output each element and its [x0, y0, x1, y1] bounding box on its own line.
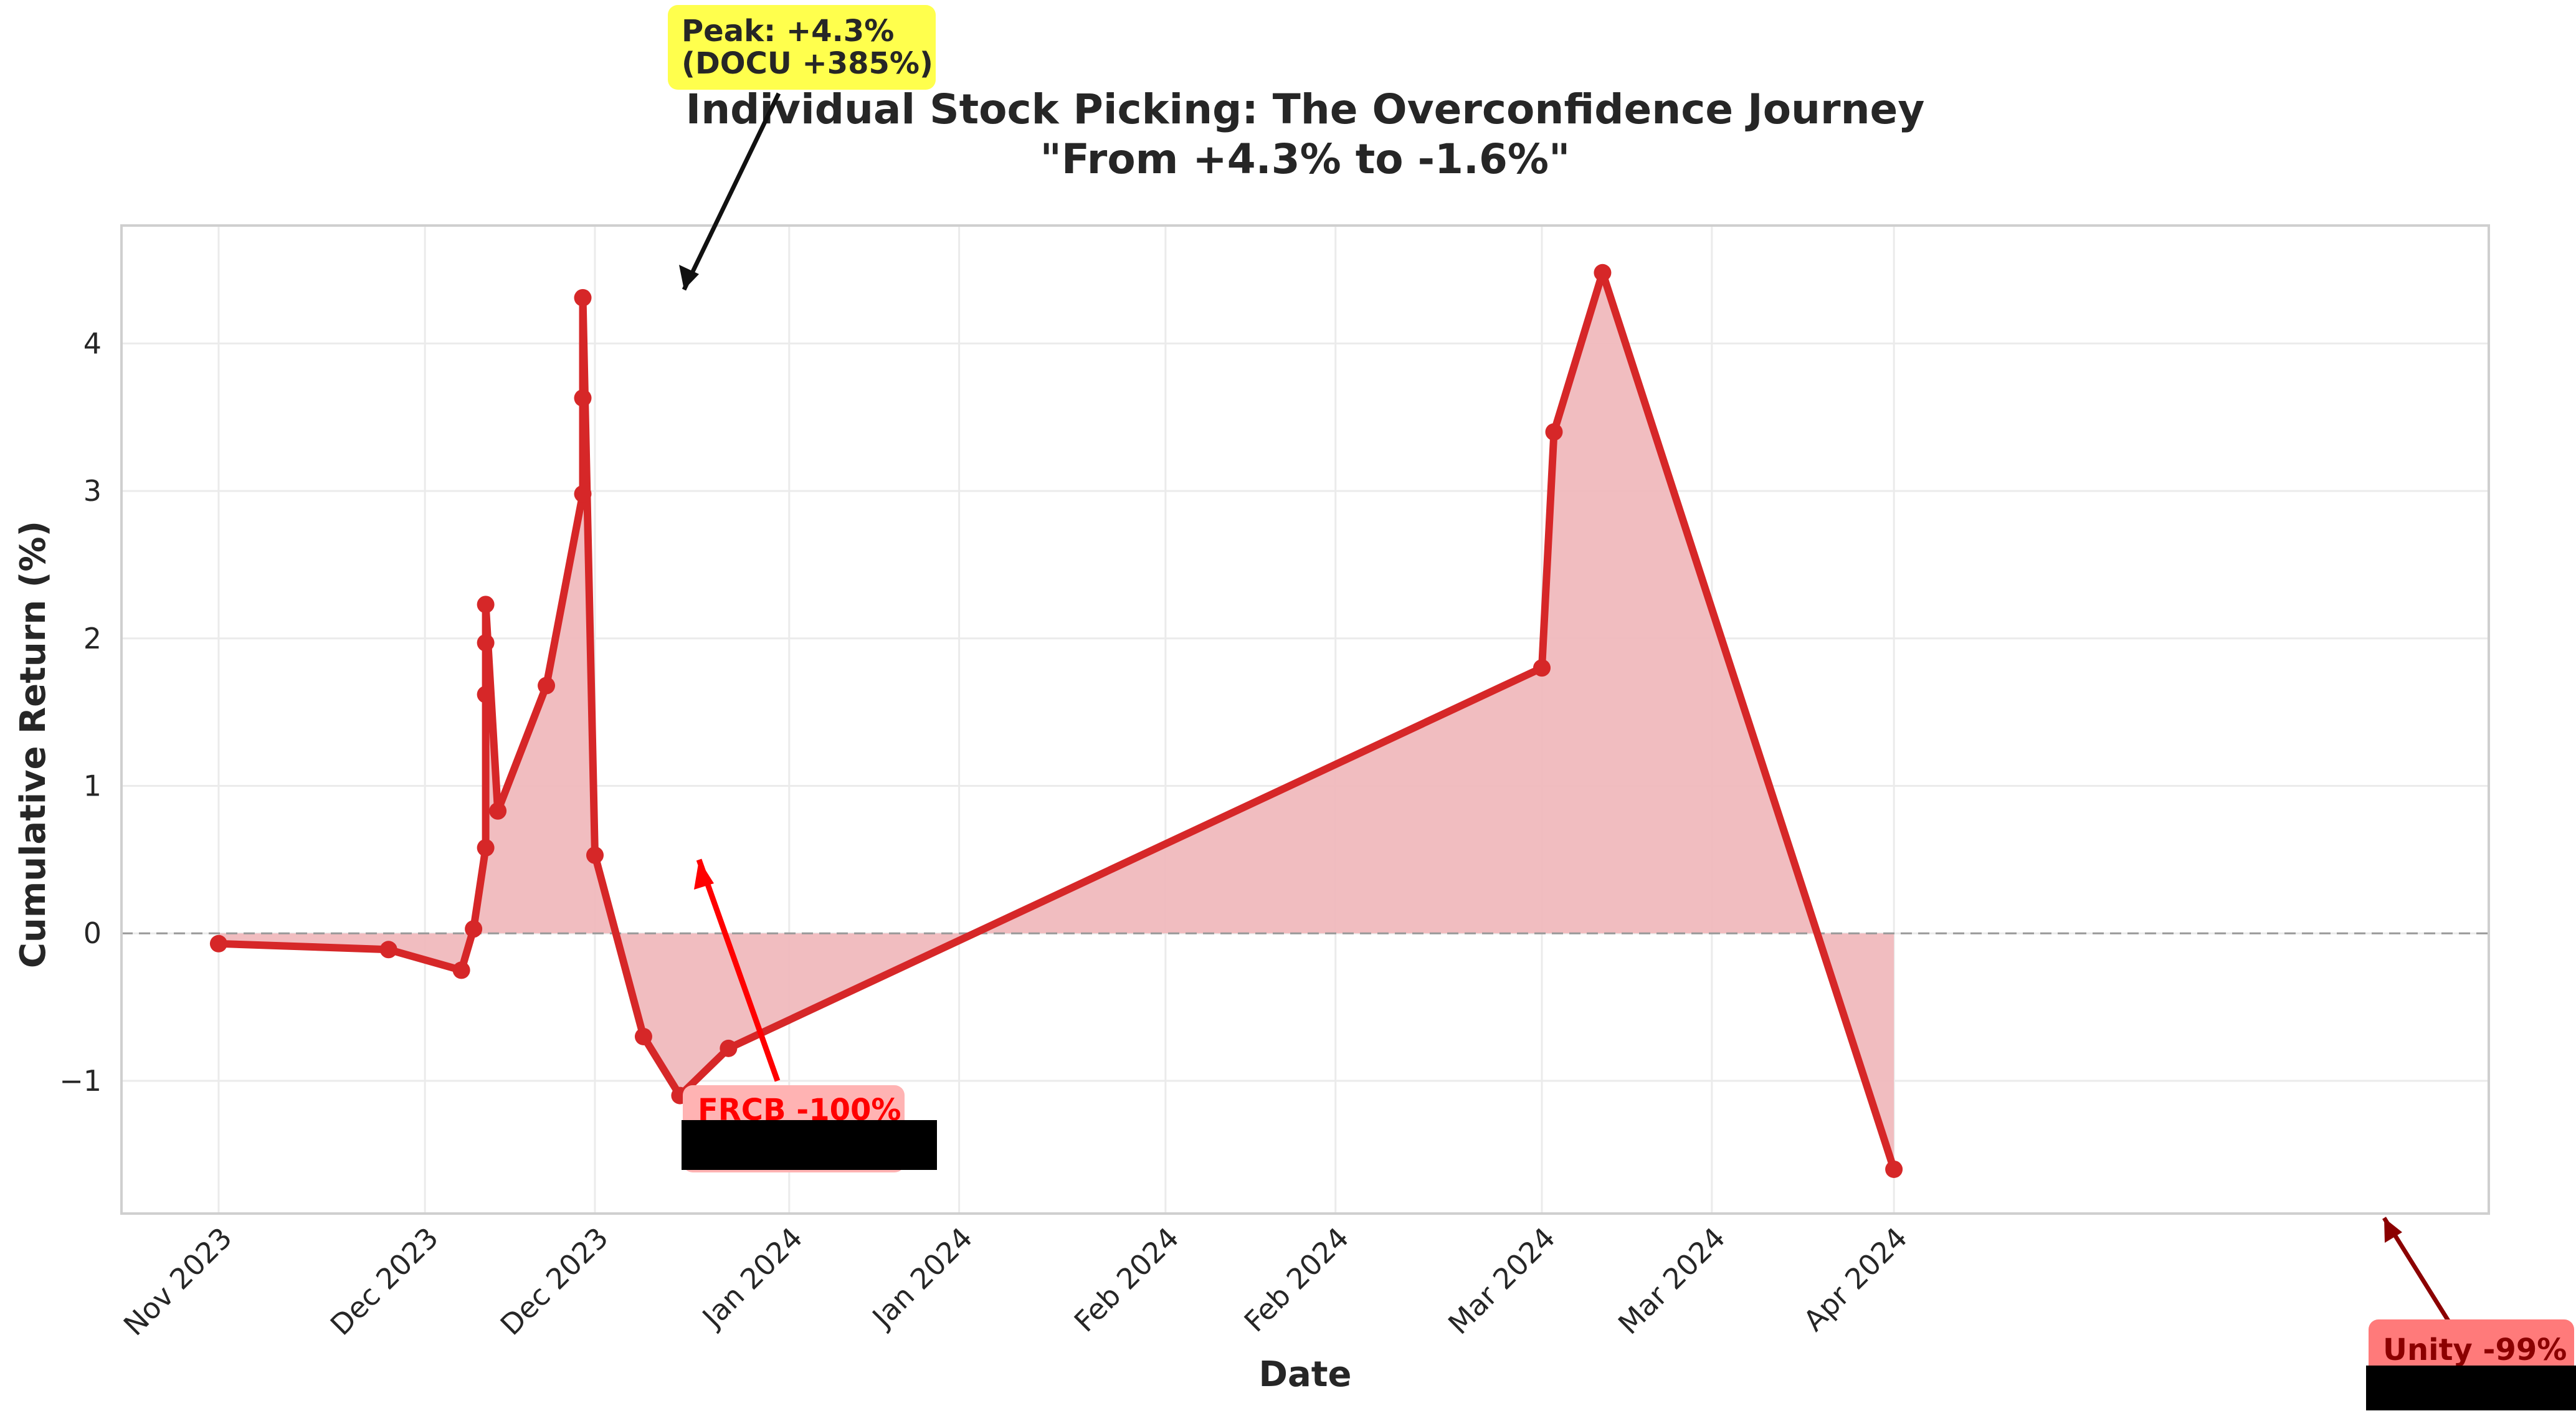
data-point — [574, 389, 592, 407]
peak-annotation-arrow — [682, 92, 781, 291]
data-point — [1545, 423, 1563, 441]
data-point — [477, 596, 495, 614]
peak-annotation-line-2: (DOCU +385%) — [682, 46, 933, 81]
frcb-annotation-arrow — [696, 858, 781, 1082]
unity-arrowhead — [2384, 1218, 2402, 1243]
frcb-arrowhead — [694, 860, 714, 890]
frcb-redaction-bar — [682, 1120, 937, 1170]
data-point — [538, 677, 556, 695]
y-tick-label: 3 — [83, 474, 102, 508]
data-point — [477, 685, 495, 703]
data-point — [1594, 264, 1612, 282]
peak-arrowhead — [679, 265, 699, 290]
data-point — [379, 941, 397, 959]
y-tick-label: 1 — [83, 769, 102, 803]
data-point — [1533, 659, 1551, 677]
peak-annotation-box — [668, 5, 936, 90]
data-point — [634, 1027, 652, 1045]
y-tick-labels: −1 0 1 2 3 4 — [59, 326, 102, 1098]
data-point — [477, 634, 495, 652]
y-tick-label: −1 — [59, 1064, 102, 1098]
y-tick-label: 4 — [83, 326, 102, 360]
x-axis-label: Date — [1258, 1354, 1351, 1395]
data-point — [586, 846, 604, 864]
data-point — [720, 1039, 738, 1057]
data-point — [489, 802, 507, 820]
peak-annotation-line-1: Peak: +4.3% — [682, 14, 894, 49]
data-point — [465, 920, 483, 938]
chart-title: Individual Stock Picking: The Overconfid… — [686, 85, 1925, 133]
data-point — [209, 934, 227, 953]
data-point — [574, 288, 592, 306]
data-point — [452, 961, 470, 979]
unity-redaction-bar — [2366, 1366, 2576, 1410]
data-point — [574, 485, 592, 503]
data-point — [1885, 1160, 1903, 1178]
y-tick-label: 0 — [83, 916, 102, 950]
y-axis-label: Cumulative Return (%) — [13, 521, 54, 968]
cumulative-return-area — [218, 272, 1894, 1169]
chart-subtitle: "From +4.3% to -1.6%" — [1040, 135, 1571, 183]
plot-frame — [120, 224, 2490, 1215]
data-point — [477, 839, 495, 857]
annotations: Peak: +4.3% (DOCU +385%) FRCB -100% Unit… — [668, 5, 2576, 1410]
y-tick-label: 2 — [83, 622, 102, 655]
unity-annotation-text: Unity -99% — [2383, 1333, 2567, 1367]
data-points — [209, 264, 1903, 1178]
